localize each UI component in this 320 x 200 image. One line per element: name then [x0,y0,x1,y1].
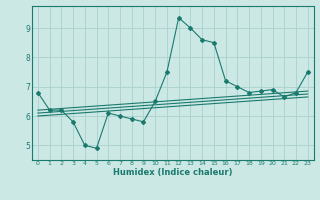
X-axis label: Humidex (Indice chaleur): Humidex (Indice chaleur) [113,168,233,177]
